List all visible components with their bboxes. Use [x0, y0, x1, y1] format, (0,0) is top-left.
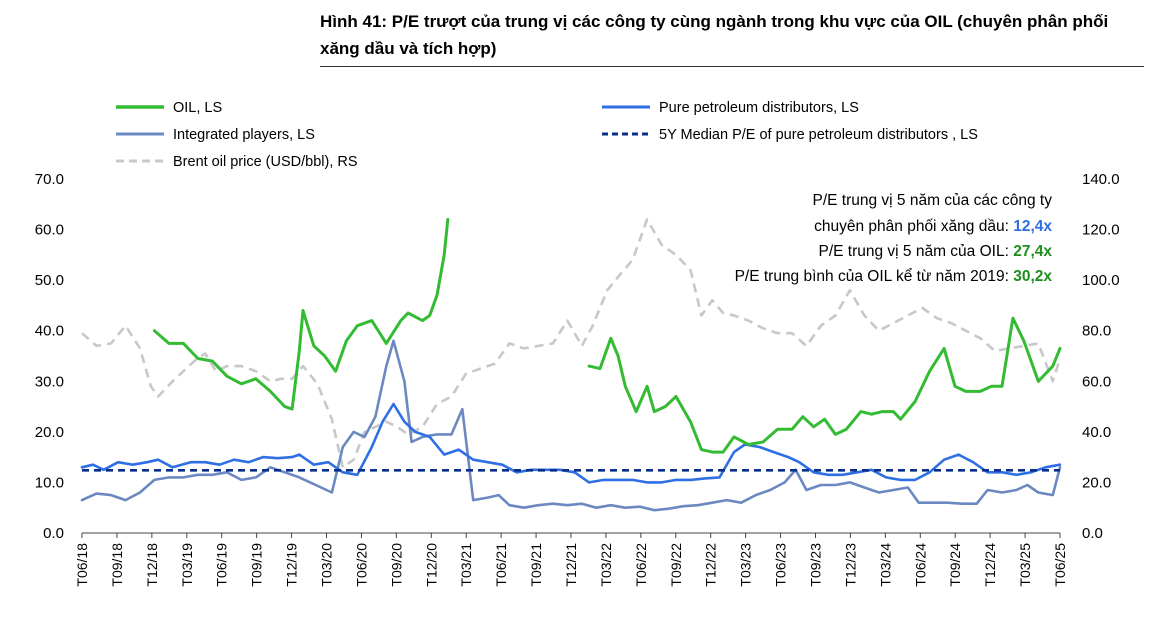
x-tick-label: T06/19: [214, 543, 230, 587]
x-tick-label: T06/20: [353, 543, 369, 587]
y-right-tick-label: 0.0: [1082, 525, 1103, 542]
legend-label: OIL, LS: [173, 100, 222, 116]
x-tick-label: T12/20: [423, 543, 439, 587]
x-tick-label: T03/19: [179, 543, 195, 587]
annotation-line: P/E trung vị 5 năm của OIL: 27,4x: [818, 243, 1052, 260]
y-right-tick-label: 40.0: [1082, 424, 1111, 441]
annotation-line: chuyên phân phối xăng dầu: 12,4x: [814, 218, 1052, 235]
legend-label: Pure petroleum distributors, LS: [659, 100, 859, 116]
x-tick-label: T09/19: [249, 543, 265, 587]
y-left-tick-label: 0.0: [43, 525, 64, 542]
x-tick-label: T06/18: [74, 543, 90, 587]
y-right-tick-label: 60.0: [1082, 373, 1111, 390]
x-tick-label: T09/24: [947, 543, 963, 587]
x-tick-label: T09/18: [109, 543, 125, 587]
x-tick-label: T09/22: [668, 543, 684, 587]
x-tick-label: T09/20: [388, 543, 404, 587]
x-tick-label: T12/18: [144, 543, 160, 587]
y-right-tick-label: 140.0: [1082, 171, 1120, 188]
chart-legend: OIL, LS Pure petroleum distributors, LS In…: [116, 100, 978, 170]
series-line-integrated: [80, 339, 1062, 512]
annotation-block: P/E trung vị 5 năm của các công ty chuyên…: [735, 192, 1053, 285]
x-tick-label: T06/21: [493, 543, 509, 587]
series-line-pure: [80, 402, 1062, 484]
x-tick-label: T12/19: [284, 543, 300, 587]
x-tick-label: T12/23: [842, 543, 858, 587]
x-tick-label: T06/22: [633, 543, 649, 587]
y-left-tick-label: 20.0: [35, 424, 64, 441]
y-left-tick-label: 10.0: [35, 474, 64, 491]
x-tick-label: T12/21: [563, 543, 579, 587]
y-right-tick-label: 100.0: [1082, 272, 1120, 289]
y-left-tick-label: 70.0: [35, 171, 64, 188]
x-tick-label: T03/24: [877, 543, 893, 587]
y-left-tick-label: 60.0: [35, 222, 64, 239]
legend-label: Integrated players, LS: [173, 127, 315, 143]
x-tick-label: T03/20: [319, 543, 335, 587]
y-left-tick-label: 40.0: [35, 323, 64, 340]
x-tick-label: T12/22: [703, 543, 719, 587]
title-divider: [320, 66, 1144, 67]
chart-axes: 0.0 10.0 20.0 30.0 40.0 50.0 60.0 70.0 0.0 20.0 40…: [35, 171, 1120, 587]
y-right-tick-label: 20.0: [1082, 474, 1111, 491]
x-tick-label: T03/22: [598, 543, 614, 587]
y-left-tick-label: 50.0: [35, 272, 64, 289]
y-left-tick-label: 30.0: [35, 373, 64, 390]
annotation-line: P/E trung vị 5 năm của các công ty: [812, 192, 1052, 209]
x-tick-label: T06/24: [912, 543, 928, 587]
series-layer: [80, 218, 1062, 512]
legend-label: Brent oil price (USD/bbl), RS: [173, 154, 358, 170]
x-tick-label: T09/23: [808, 543, 824, 587]
x-tick-label: T03/25: [1017, 543, 1033, 587]
x-tick-label: T12/24: [982, 543, 998, 587]
series-line-oil-segment: [587, 316, 1062, 454]
x-tick-label: T03/23: [738, 543, 754, 587]
x-tick-label: T06/23: [773, 543, 789, 587]
x-tick-label: T03/21: [458, 543, 474, 587]
y-right-tick-label: 120.0: [1082, 222, 1120, 239]
series-line-oil: [152, 218, 450, 411]
series-line-brent: [81, 218, 1062, 469]
x-tick-label: T09/21: [528, 543, 544, 587]
annotation-line: P/E trung bình của OIL kể từ năm 2019: 3…: [735, 268, 1053, 285]
x-tick-label: T06/25: [1052, 543, 1068, 587]
figure-title: Hình 41: P/E trượt của trung vị các công…: [320, 12, 1109, 58]
y-right-tick-label: 80.0: [1082, 323, 1111, 340]
legend-label: 5Y Median P/E of pure petroleum distribu…: [659, 127, 978, 143]
